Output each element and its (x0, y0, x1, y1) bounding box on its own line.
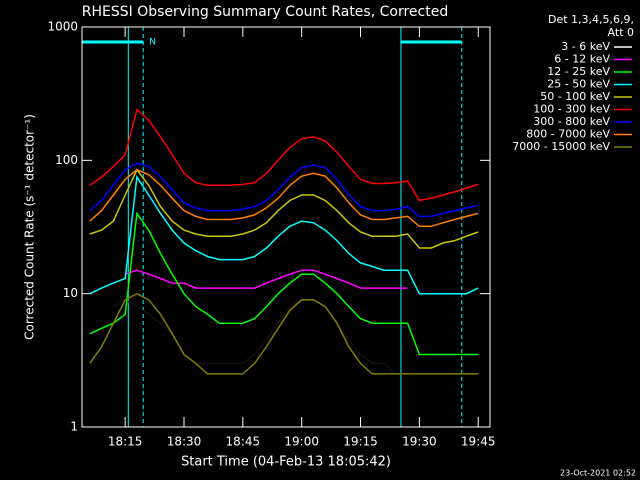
series-line (89, 174, 479, 295)
x-tick-label: 19:15 (343, 435, 378, 449)
flag-label: N (149, 38, 156, 48)
y-axis-label: Corrected Count Rate (s⁻¹ detector⁻¹) (23, 114, 37, 340)
y-tick-label: 100 (55, 153, 78, 167)
series-line (124, 269, 408, 289)
legend-label: 6 - 12 keV (554, 53, 610, 66)
series-line (89, 162, 479, 218)
series-line (89, 292, 479, 375)
x-axis-label: Start Time (04-Feb-13 18:05:42) (181, 455, 391, 470)
legend-label: 3 - 6 keV (561, 40, 610, 53)
series-line (89, 168, 479, 228)
legend-label: 7000 - 15000 keV (512, 140, 610, 153)
legend-label: 100 - 300 keV (533, 103, 610, 116)
series-line (89, 211, 479, 356)
y-tick-label: 10 (63, 286, 78, 300)
legend-label: 25 - 50 keV (547, 78, 610, 91)
series-line (89, 108, 479, 202)
series-line (113, 298, 408, 375)
legend-header: Att 0 (608, 26, 634, 39)
series-line (89, 168, 479, 249)
legend-header: Det 1,3,4,5,6,9, (548, 13, 634, 26)
legend-label: 800 - 7000 keV (526, 128, 610, 141)
x-tick-label: 19:00 (284, 435, 319, 449)
x-tick-label: 18:45 (226, 435, 261, 449)
x-tick-label: 18:15 (108, 435, 143, 449)
x-tick-label: 19:30 (402, 435, 437, 449)
legend-label: 50 - 100 keV (540, 90, 610, 103)
x-tick-label: 19:45 (461, 435, 496, 449)
footer-date: 23-Oct-2021 02:52 (560, 469, 636, 478)
y-tick-label: 1 (70, 420, 78, 434)
legend-label: 12 - 25 keV (547, 65, 610, 78)
legend-label: 300 - 800 keV (533, 115, 610, 128)
x-tick-label: 18:30 (167, 435, 202, 449)
plot-frame (81, 26, 491, 428)
chart-title: RHESSI Observing Summary Count Rates, Co… (82, 4, 448, 20)
y-tick-label: 1000 (47, 20, 78, 34)
